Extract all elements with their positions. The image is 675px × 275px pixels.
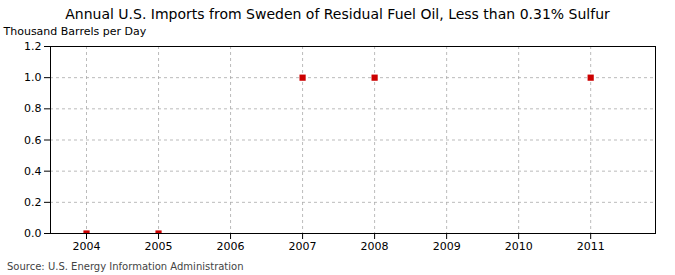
svg-text:0.2: 0.2 <box>24 196 42 209</box>
svg-text:0.0: 0.0 <box>24 227 42 240</box>
html-text:Annual U.S. Imports from Swede: Annual U.S. Imports from Sweden of Resid… <box>65 6 610 22</box>
svg-text:1.0: 1.0 <box>24 71 42 84</box>
svg-text:2009: 2009 <box>433 240 461 253</box>
svg-text:2011: 2011 <box>577 240 605 253</box>
svg-text:0.8: 0.8 <box>24 102 42 115</box>
html-text:Source: U.S. Energy Informatio: Source: U.S. Energy Information Administ… <box>7 261 244 272</box>
svg-text:2006: 2006 <box>217 240 245 253</box>
svg-text:Thousand Barrels per Day: Thousand Barrels per Day <box>3 25 147 38</box>
svg-text:2004: 2004 <box>73 240 101 253</box>
svg-text:2005: 2005 <box>145 240 173 253</box>
svg-text:2007: 2007 <box>289 240 317 253</box>
svg-text:2010: 2010 <box>505 240 533 253</box>
svg-text:0.4: 0.4 <box>24 165 42 178</box>
svg-text:1.2: 1.2 <box>24 40 42 53</box>
svg-text:0.6: 0.6 <box>24 134 42 147</box>
svg-text:2008: 2008 <box>361 240 389 253</box>
